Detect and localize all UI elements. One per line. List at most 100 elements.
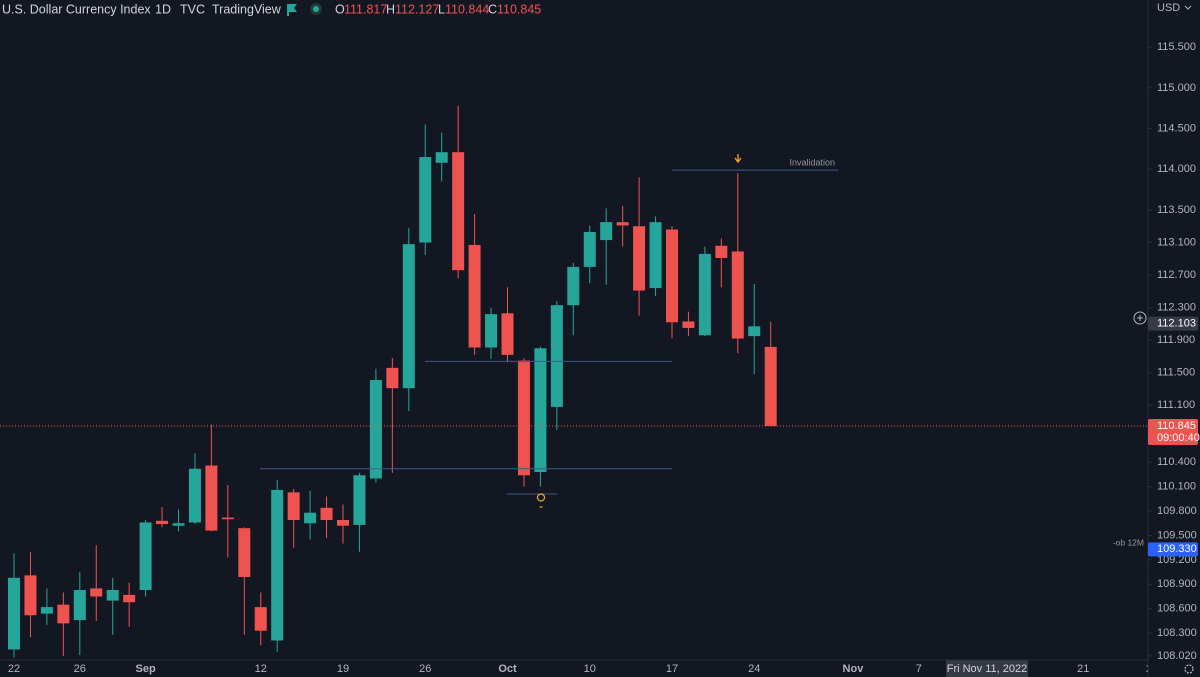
candle-body: [567, 266, 580, 306]
candle-body: [337, 520, 349, 526]
y-tick-label: 109.500: [1157, 529, 1197, 541]
candle-body: [271, 489, 284, 641]
x-tick-label: 7: [916, 663, 922, 675]
candle-body: [57, 604, 70, 624]
currency[interactable]: USD: [1157, 2, 1180, 14]
crosshair-date: Fri Nov 11, 2022: [947, 663, 1028, 675]
interval[interactable]: 1D: [155, 2, 171, 16]
marker-box: [1148, 542, 1198, 557]
y-tick-label: 114.000: [1157, 163, 1196, 175]
y-tick-label: 109.200: [1157, 554, 1197, 566]
last-price: 110.845: [1157, 420, 1196, 432]
flag-icon[interactable]: [287, 4, 297, 16]
y-tick-label: 114.500: [1157, 122, 1196, 134]
settings-icon[interactable]: [1184, 664, 1194, 674]
candle-body: [205, 465, 218, 531]
crosshair-price-box: [1148, 316, 1198, 331]
y-tick-label: 108.600: [1157, 603, 1197, 615]
candle-body: [123, 594, 136, 603]
candle-body: [731, 251, 744, 339]
candle-body: [764, 346, 777, 427]
x-tick-label: 21: [1077, 663, 1089, 675]
price-axis-panel: [1148, 0, 1200, 677]
candle-body: [221, 517, 234, 520]
x-tick-label: 10: [584, 663, 596, 675]
candle-body: [715, 245, 728, 258]
candle-body: [90, 588, 103, 597]
exchange: TVC: [180, 2, 205, 16]
candle-body: [369, 380, 382, 479]
candle-body: [485, 314, 498, 348]
y-tick-label: 111.100: [1157, 399, 1195, 411]
candle-body: [40, 607, 53, 614]
candle-body: [238, 528, 251, 577]
plot-area: Invalidation 22 26 Sep 12 19 26 Oct 10 17 24 Nov 7 21…: [0, 105, 1158, 677]
x-tick-label: 24: [748, 663, 760, 675]
status-dot: [313, 6, 319, 12]
candle-body: [188, 468, 201, 523]
candle-body: [550, 305, 563, 407]
candle-body: [24, 575, 37, 616]
candle-body: [583, 231, 596, 267]
candle-body: [106, 590, 119, 601]
y-tick-label: 111.500: [1157, 367, 1195, 379]
candle-body: [73, 590, 86, 621]
y-tick-label: 111.900: [1157, 334, 1195, 346]
ohlc-label: H: [386, 2, 395, 16]
y-tick-label: 110.100: [1157, 481, 1196, 493]
marker-note: -ob 12M: [1113, 538, 1144, 548]
x-tick-label: 26: [74, 663, 86, 675]
candle-body: [419, 157, 432, 243]
crosshair-date-box: [946, 660, 1028, 677]
ohlc-value: 112.127: [395, 2, 439, 16]
candle-body: [633, 226, 646, 291]
candle-body: [320, 507, 333, 521]
candle-body: [534, 348, 547, 473]
candle-body: [616, 222, 629, 226]
x-tick-label: 22: [8, 663, 20, 675]
x-tick-label: 17: [666, 663, 678, 675]
last-price-box: [1148, 419, 1198, 446]
x-tick-label: Oct: [498, 663, 517, 675]
candle-body: [666, 229, 678, 323]
candle-body: [386, 367, 399, 389]
y-tick-label: 108.900: [1157, 578, 1197, 590]
axis-layer: 115.500 115.000 114.500 114.000 113.500 113.1…: [1148, 41, 1200, 662]
add-icon[interactable]: [1133, 311, 1147, 325]
ohlc-label: C: [488, 2, 497, 16]
candle-body: [139, 522, 152, 591]
ohlc-value: 110.844: [445, 2, 489, 16]
y-tick-label: 115.000: [1157, 82, 1196, 94]
candle-body: [682, 321, 695, 328]
arrow-icon: [734, 154, 742, 164]
x-tick-label: 12: [255, 663, 267, 675]
x-tick-label: Sep: [136, 663, 156, 675]
x-tick-label: Nov: [843, 663, 865, 675]
candle-body: [698, 253, 711, 336]
ohlc-value: 111.817: [344, 2, 387, 16]
candle-body: [517, 360, 530, 476]
currency-caret: [1184, 5, 1192, 10]
x-tick-label: 26: [419, 663, 431, 675]
level-label: Invalidation: [789, 157, 835, 167]
candle-body: [748, 326, 761, 337]
candle-body: [501, 313, 514, 355]
candle-body: [287, 492, 300, 521]
candle-body: [353, 475, 366, 525]
candle-body: [254, 607, 267, 631]
add-icon-cross: [1137, 315, 1143, 321]
source: TradingView: [212, 2, 282, 16]
symbol-title: U.S. Dollar Currency Index: [2, 2, 151, 16]
y-tick-label: 113.100: [1157, 236, 1196, 248]
countdown: 09:00:40: [1157, 432, 1200, 444]
candle-body: [172, 523, 185, 526]
candle-body: [156, 520, 169, 525]
crosshair-price: 112.103: [1157, 318, 1196, 330]
y-tick-label: 110.400: [1157, 456, 1196, 468]
y-tick-label: 112.700: [1157, 269, 1196, 281]
y-tick-label: 109.800: [1157, 505, 1197, 517]
candle-body: [468, 244, 481, 348]
candle-body: [304, 512, 317, 524]
